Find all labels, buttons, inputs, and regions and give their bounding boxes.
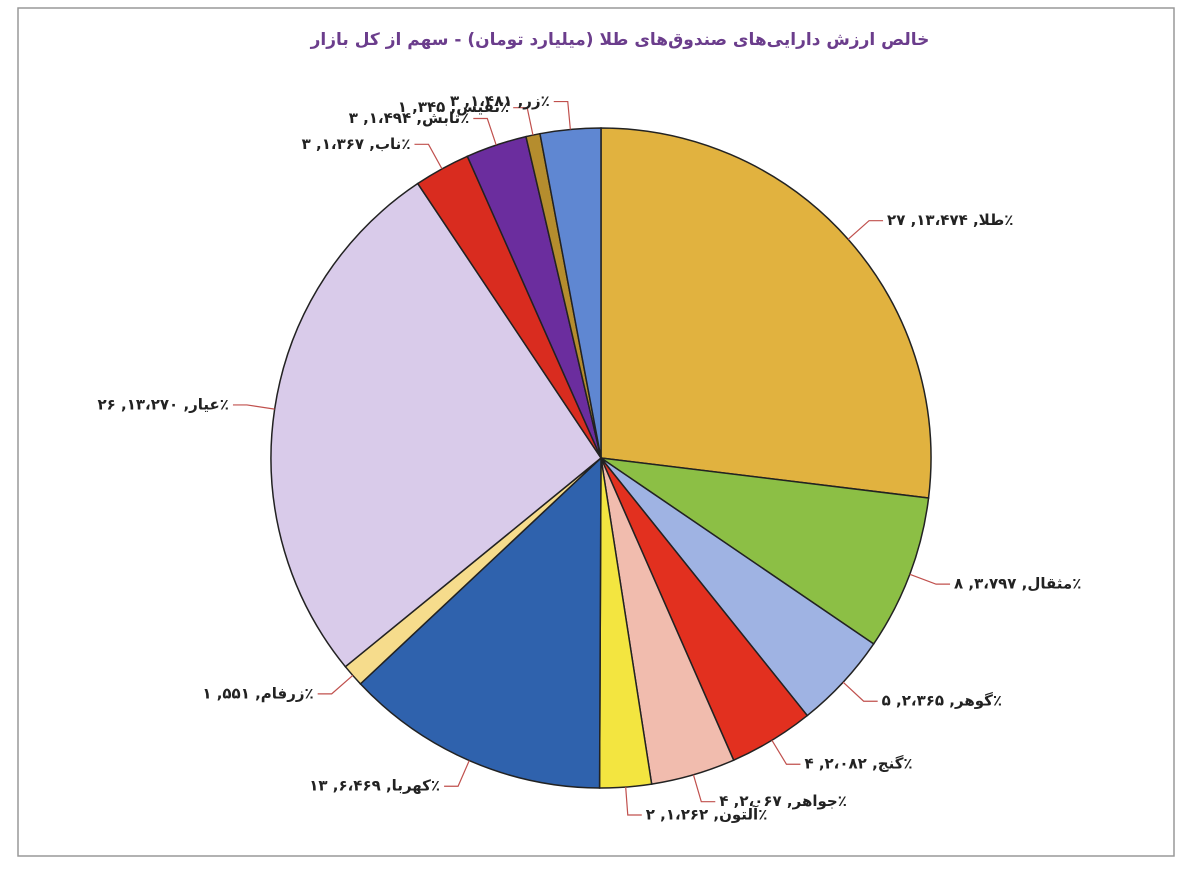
leader-line xyxy=(625,787,642,816)
data-label: ناب, ۱،۳۶۷, ۳٪ xyxy=(302,135,411,153)
pie-slice xyxy=(270,182,603,668)
leader-line xyxy=(317,674,354,695)
pie-slice xyxy=(600,457,930,645)
chart-title: خالص ارزش دارایی‌های صندوق‌های طلا (میلی… xyxy=(310,30,930,50)
leader-line xyxy=(414,143,443,170)
data-label: نفیس, ۳۴۵, ۱٪ xyxy=(398,98,509,116)
data-label: تابش, ۱،۴۹۴, ۳٪ xyxy=(349,109,470,127)
leader-line xyxy=(444,760,470,787)
data-label: مثقال, ۳،۷۹۷, ۸٪ xyxy=(954,575,1081,593)
leader-line xyxy=(909,573,951,585)
leader-line xyxy=(553,100,571,130)
data-label: آلتون, ۱،۲۶۲, ۲٪ xyxy=(646,805,768,823)
leader-line xyxy=(232,404,275,410)
data-label: زرفام, ۵۵۱, ۱٪ xyxy=(202,684,313,702)
leader-line xyxy=(473,117,497,146)
pie-slice xyxy=(539,127,602,459)
data-label: زر, ۱،۴۸۱, ۳٪ xyxy=(450,92,550,110)
data-label: طلا, ۱۳،۴۷۴, ۲۷٪ xyxy=(887,211,1013,229)
pie-slice xyxy=(600,127,932,499)
data-label: جواهر, ۲،۰۶۷, ۴٪ xyxy=(719,792,847,810)
data-label: کهربا, ۶،۴۶۹, ۱۳٪ xyxy=(309,777,440,795)
leader-line xyxy=(847,220,884,240)
data-label: عیار, ۱۳،۲۷۰, ۲۶٪ xyxy=(98,395,229,413)
leader-line xyxy=(513,107,534,136)
leader-line xyxy=(842,681,878,702)
leader-line xyxy=(692,774,716,803)
data-label: گنج, ۲،۰۸۲, ۴٪ xyxy=(804,755,912,773)
leader-line xyxy=(771,739,801,765)
data-label: گوهر, ۲،۳۶۵, ۵٪ xyxy=(882,692,1002,710)
